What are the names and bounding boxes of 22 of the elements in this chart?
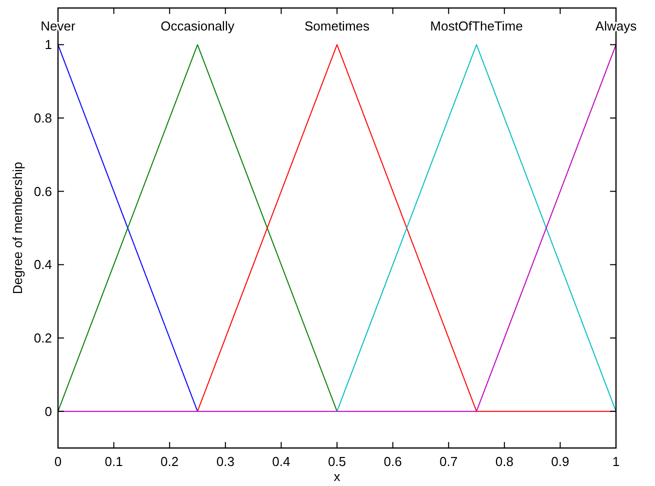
x-tick-label: 0.3: [216, 454, 234, 469]
y-tick-label: 0.8: [34, 110, 52, 126]
x-tick-label: 0.6: [384, 454, 402, 469]
y-tick-label: 0.4: [34, 257, 52, 272]
y-tick-label: 0: [44, 404, 52, 419]
y-tick-label: 1: [44, 37, 52, 52]
x-tick-label: 0.1: [104, 454, 123, 469]
x-tick-label: 0.2: [160, 454, 179, 469]
x-tick-label: 0: [54, 454, 62, 469]
x-tick-label: 1: [612, 454, 620, 469]
series-label: MostOfTheTime: [430, 18, 523, 34]
x-tick-label: 0.8: [495, 454, 514, 469]
x-tick-label: 0.4: [272, 454, 290, 469]
series-label: Sometimes: [304, 18, 370, 34]
series-label: Occasionally: [160, 18, 235, 34]
x-tick-label: 0.9: [551, 454, 570, 469]
y-axis-title: Degree of membership: [10, 162, 25, 294]
x-axis-title: x: [334, 469, 341, 484]
y-tick-label: 0.6: [34, 184, 52, 199]
x-tick-label: 0.5: [328, 454, 346, 469]
x-tick-label: 0.7: [440, 454, 458, 469]
y-tick-label: 0.2: [34, 330, 52, 346]
